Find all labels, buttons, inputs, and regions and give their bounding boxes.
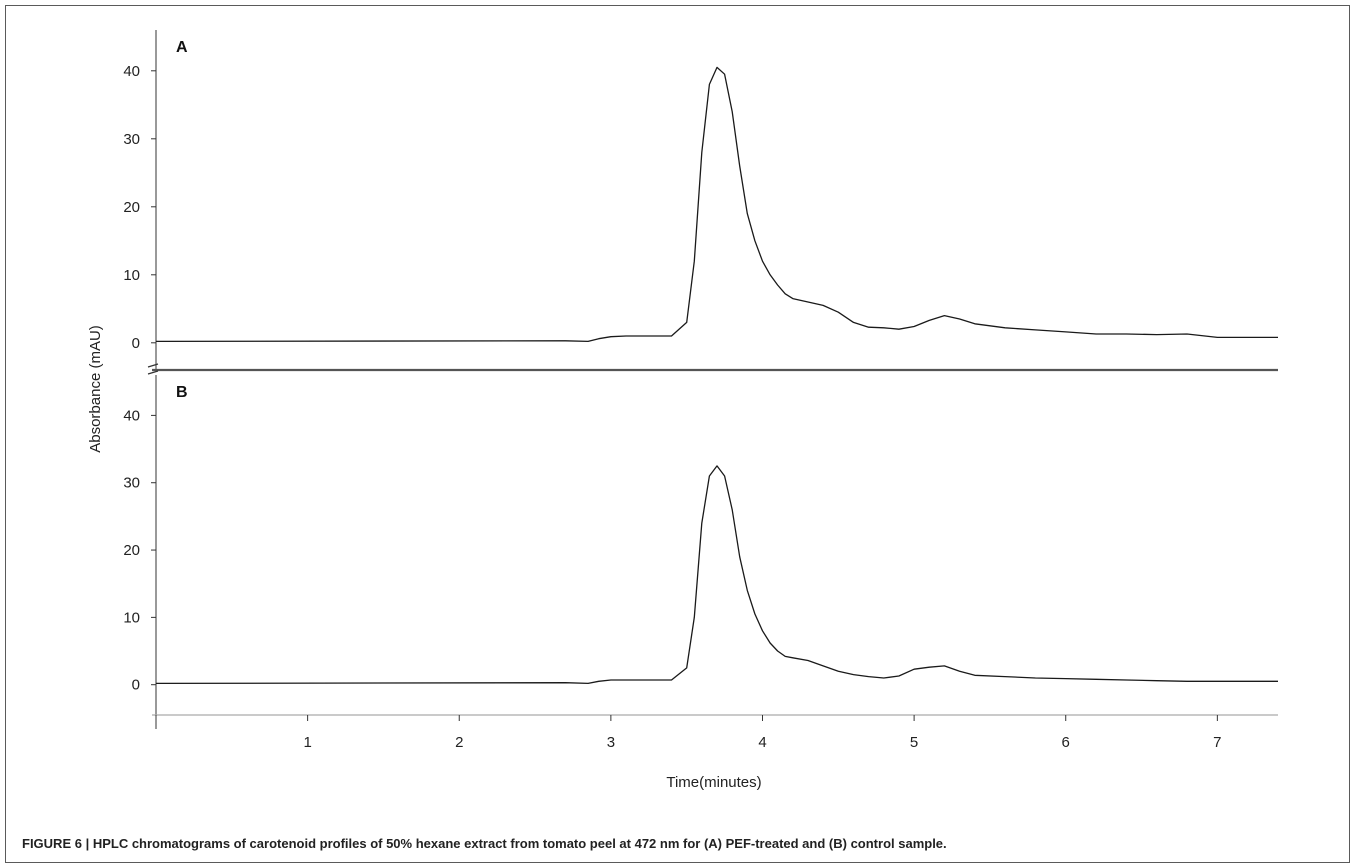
y-tick-label: 0 xyxy=(132,335,140,352)
y-tick-label: 30 xyxy=(123,475,140,492)
x-tick-label: 3 xyxy=(607,734,615,751)
figure-caption: FIGURE 6 | HPLC chromatograms of caroten… xyxy=(22,836,947,851)
panel-b: 0 10 20 30 40 B xyxy=(123,375,1278,716)
x-tick-label: 5 xyxy=(910,734,918,751)
y-tick-label: 10 xyxy=(123,609,140,626)
y-tick-label: 20 xyxy=(123,199,140,216)
panel-a: 0 10 20 30 40 A xyxy=(123,30,1278,372)
chromatogram-line xyxy=(155,66,1278,343)
x-axis-title: Time(minutes) xyxy=(666,774,761,791)
panel-label: B xyxy=(176,384,188,401)
panel-label: A xyxy=(176,39,188,56)
axis-break-mark xyxy=(147,370,159,375)
x-tick-label: 2 xyxy=(455,734,463,751)
y-tick-label: 20 xyxy=(123,542,140,559)
y-tick-label: 30 xyxy=(123,131,140,148)
chromatogram-line xyxy=(155,465,1278,685)
x-tick-label: 4 xyxy=(758,734,766,751)
y-tick-label: 0 xyxy=(132,677,140,694)
chart-root: 0 10 20 30 40 A 0 10 20 30 40 B 1 2 3 4 5 6 7 xyxy=(123,30,1278,751)
x-tick-label: 1 xyxy=(303,734,311,751)
y-tick-label: 40 xyxy=(123,407,140,424)
y-tick-label: 10 xyxy=(123,267,140,284)
axis-break-mark xyxy=(147,363,159,368)
x-tick-label: 6 xyxy=(1062,734,1070,751)
y-axis-title: Absorbance (mAU) xyxy=(87,325,104,453)
x-tick-label: 7 xyxy=(1213,734,1221,751)
figure-frame xyxy=(5,5,1350,863)
y-tick-label: 40 xyxy=(123,63,140,80)
